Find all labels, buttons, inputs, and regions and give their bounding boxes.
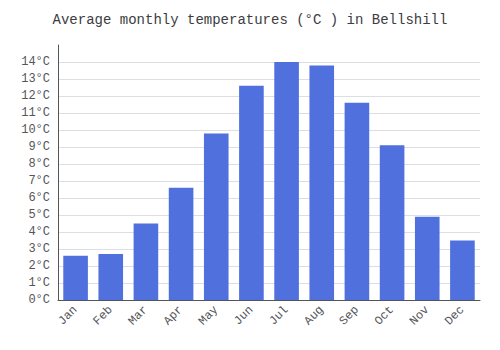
svg-text:Aug: Aug <box>302 303 327 328</box>
svg-text:Feb: Feb <box>91 303 116 328</box>
svg-text:14°C: 14°C <box>21 55 50 69</box>
svg-text:6°C: 6°C <box>28 191 50 205</box>
svg-text:Jul: Jul <box>266 303 291 328</box>
svg-text:7°C: 7°C <box>28 174 50 188</box>
svg-text:12°C: 12°C <box>21 89 50 103</box>
svg-text:10°C: 10°C <box>21 123 50 137</box>
svg-text:13°C: 13°C <box>21 72 50 86</box>
svg-text:8°C: 8°C <box>28 157 50 171</box>
svg-text:Dec: Dec <box>442 303 467 328</box>
svg-text:11°C: 11°C <box>21 106 50 120</box>
svg-text:Sep: Sep <box>337 303 362 328</box>
svg-text:1°C: 1°C <box>28 276 50 290</box>
svg-text:Jan: Jan <box>55 303 80 328</box>
svg-text:Nov: Nov <box>407 303 432 328</box>
svg-text:0°C: 0°C <box>28 293 50 307</box>
svg-text:Average monthly temperatures (: Average monthly temperatures (°C ) in Be… <box>53 12 448 28</box>
svg-text:May: May <box>196 303 221 328</box>
svg-text:5°C: 5°C <box>28 208 50 222</box>
svg-text:3°C: 3°C <box>28 242 50 256</box>
svg-text:4°C: 4°C <box>28 225 50 239</box>
svg-text:Jun: Jun <box>231 303 256 328</box>
svg-text:Mar: Mar <box>126 303 151 328</box>
svg-text:9°C: 9°C <box>28 140 50 154</box>
svg-text:Oct: Oct <box>372 303 397 328</box>
svg-text:2°C: 2°C <box>28 259 50 273</box>
svg-text:Apr: Apr <box>161 303 186 328</box>
